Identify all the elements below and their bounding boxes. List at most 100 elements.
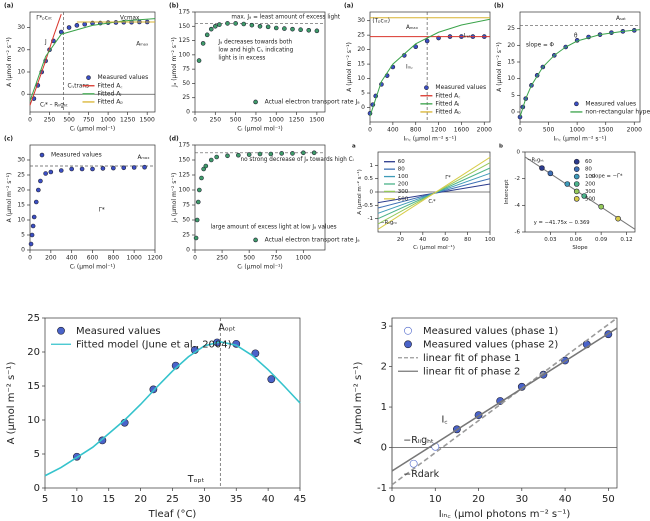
x-tick-label: 400 [66, 254, 78, 261]
y-tick-label: 125 [179, 37, 191, 44]
y-tick-label: 0 [517, 150, 521, 156]
legend-swatch [57, 326, 65, 335]
data-point [28, 241, 34, 247]
data-point [201, 166, 206, 172]
y-axis-label: A (µmol m⁻² s⁻¹) [346, 42, 353, 92]
x-tick-label: 20 [472, 494, 485, 505]
annotation: Iᵣₑₜ [464, 34, 472, 40]
data-point [311, 150, 317, 156]
x-tick-label: 800 [108, 254, 120, 261]
data-point [208, 157, 214, 163]
y-tick-label: 0 [370, 190, 374, 196]
data-point [241, 21, 247, 27]
x-tick-label: 250 [44, 116, 56, 123]
legend-label: 100 [585, 174, 596, 180]
legend-label: Actual electron transport rate Jₐ [265, 98, 360, 105]
data-point [199, 175, 204, 181]
legend-label: linear fit of phase 2 [423, 366, 520, 377]
annotation: J [44, 40, 47, 46]
x-tick-label: 2000 [627, 126, 642, 133]
legend-label: 200 [398, 181, 409, 187]
y-tick-label: 2 [381, 362, 387, 373]
legend-swatch [573, 196, 580, 202]
data-point [69, 166, 74, 172]
y-axis-label: Jₐ (µmol m⁻² s⁻¹) [171, 37, 178, 88]
plot-frame [29, 144, 156, 251]
data-point [581, 193, 588, 199]
x-tick-label: 1500 [140, 116, 155, 123]
plot-frame [194, 144, 326, 251]
legend-label: 80 [398, 167, 405, 173]
legend-label: 100 [398, 174, 409, 180]
x-tick-label: 5 [42, 494, 48, 505]
data-point [225, 153, 230, 159]
x-tick-label: 40 [559, 494, 572, 505]
data-point [58, 168, 64, 173]
data-point [298, 27, 303, 33]
x-tick-label: 0 [28, 254, 32, 261]
panel-label: (a) [344, 3, 354, 10]
legend-label: 300 [585, 189, 596, 195]
annotation: (Tₚcᵣᵢₜ) [372, 18, 390, 24]
y-tick-label: 20 [17, 46, 25, 53]
legend-label: Fitted A꜀ [98, 82, 123, 89]
x-tick-label: 0.03 [544, 237, 557, 243]
legend-swatch [573, 158, 580, 165]
annotation: max. Jₐ = least amount of excess light [231, 15, 340, 21]
data-point [208, 26, 214, 32]
legend-label: 80 [585, 167, 592, 173]
annotation: Aₒₚₜ [218, 323, 235, 334]
x-axis-label: Slope [572, 245, 588, 251]
panel: b 0.03 0.06 0.09 0.12 -6 -4 -2 0 Slope Intercept −R… [499, 144, 636, 251]
data-point [36, 187, 41, 193]
data-point [195, 199, 201, 205]
x-tick-label: 250 [210, 116, 222, 123]
legend-label: Fitted model (June et al., 2004) [76, 339, 232, 350]
x-tick-label: 1000 [296, 254, 311, 261]
data-point [564, 181, 571, 187]
panel: (b) 0 250 500 750 1000 1250 1500 0 25 50 75 100 125 15… [169, 3, 360, 133]
y-tick-label: 100 [179, 51, 191, 58]
x-tick-label: 1200 [147, 254, 162, 261]
data-point [598, 203, 604, 210]
legend-label: Fitted Aⱼ [435, 100, 459, 107]
legend-label: 200 [585, 181, 596, 187]
legend-label: Fitted A꜀ [435, 92, 460, 99]
x-tick-label: 10 [71, 494, 84, 505]
panel-label: (b) [169, 3, 179, 10]
x-tick-label: 0.12 [620, 237, 632, 243]
legend-swatch [253, 237, 258, 243]
y-tick-label: 30 [17, 24, 25, 31]
legend-label: 60 [585, 159, 592, 165]
x-tick-label: 750 [83, 116, 95, 123]
y-axis-label: A (µmol m⁻² s⁻¹) [496, 42, 503, 92]
data-point [204, 32, 210, 38]
annotation: light is in excess [218, 56, 265, 62]
series-line [391, 327, 618, 472]
y-tick-label: 1 [381, 402, 387, 413]
panel-label: b [499, 144, 503, 150]
data-point [66, 25, 72, 30]
x-tick-label: 500 [243, 254, 255, 261]
series-line [29, 14, 62, 106]
annotation: Cᵢ,trans [68, 84, 89, 90]
legend-label: linear fit of phase 1 [423, 353, 520, 364]
y-tick-label: 5 [21, 232, 25, 239]
data-point [214, 154, 219, 160]
y-tick-label: 10 [17, 69, 25, 76]
data-point [267, 375, 276, 384]
panel: (a) 0 250 500 750 1000 1250 1500 0 10 20 30 Cᵢ (µmol… [4, 3, 156, 132]
x-tick-label: 0 [193, 116, 197, 123]
x-tick-label: 0.06 [570, 237, 583, 243]
y-tick-label: -1 [377, 483, 387, 494]
y-tick-label: 175 [179, 9, 191, 16]
legend-label: 300 [398, 189, 409, 195]
data-point [30, 223, 36, 229]
x-axis-label: Cᵢ (µmol mol⁻¹) [413, 244, 455, 251]
annotation: −Rdark [403, 469, 439, 480]
annotation: Γ*ₚcᵣᵢₜ [36, 16, 52, 22]
data-point [539, 165, 545, 171]
y-tick-label: -0.5 [362, 203, 373, 209]
